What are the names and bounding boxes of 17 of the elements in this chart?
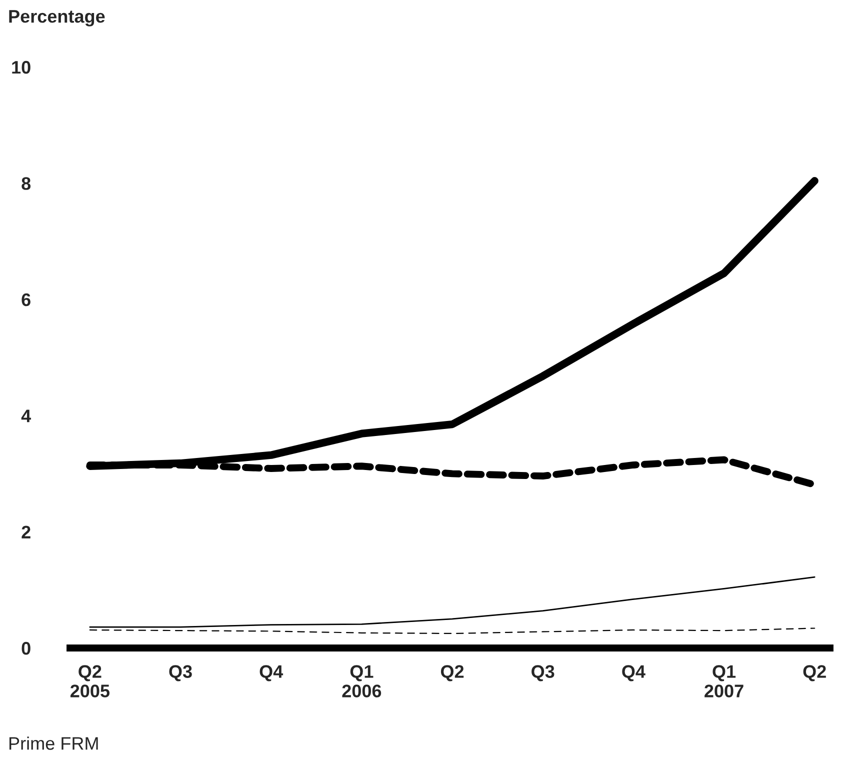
y-tick-label: 10 [12, 60, 30, 74]
text: Prime FRM [9, 736, 98, 750]
x-tick-label: Q1 2007 [704, 665, 744, 698]
x-tick-label: Q2 2005 [70, 665, 110, 698]
x-tick-label: Q2 [440, 665, 464, 682]
x-tick-label: Q4 [622, 665, 646, 682]
x-tick-label: Q4 [260, 665, 284, 682]
y-tick-label: 2 [22, 526, 30, 538]
x-tick-label: Q2 [803, 665, 826, 682]
y-tick-label: 8 [22, 177, 31, 190]
x-tick-label: Q1 2006 [342, 665, 382, 698]
y-tick-label: 0 [22, 642, 30, 655]
x-tick-label: Q3 [169, 665, 192, 682]
y-tick-label: 6 [22, 293, 30, 306]
y-tick-label: 4 [21, 410, 32, 422]
y-axis-title: Percentage [9, 10, 105, 26]
x-tick-label: Q3 [532, 665, 554, 682]
